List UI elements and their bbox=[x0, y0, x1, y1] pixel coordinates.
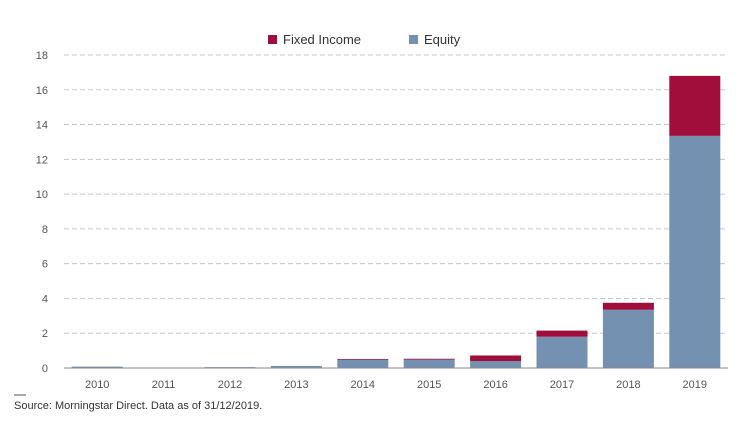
x-tick-label: 2014 bbox=[351, 379, 375, 391]
x-tick-label: 2018 bbox=[616, 379, 640, 391]
y-tick-label: 0 bbox=[42, 363, 48, 375]
legend-swatch-fixed-income bbox=[268, 35, 277, 44]
y-tick-label: 2 bbox=[42, 328, 48, 340]
y-tick-label: 16 bbox=[36, 85, 48, 97]
y-tick-label: 12 bbox=[36, 154, 48, 166]
bar-equity-2018 bbox=[602, 309, 654, 368]
bar-fixed-income-2015 bbox=[403, 358, 455, 360]
bar-equity-2017 bbox=[536, 336, 588, 368]
x-tick-label: 2016 bbox=[483, 379, 507, 391]
source-note: Source: Morningstar Direct. Data as of 3… bbox=[14, 400, 263, 412]
x-tick-label: 2011 bbox=[152, 379, 176, 391]
x-tick-label: 2012 bbox=[218, 379, 242, 391]
bars bbox=[71, 75, 721, 369]
y-tick-label: 14 bbox=[36, 120, 48, 132]
bar-fixed-income-2016 bbox=[470, 355, 522, 362]
y-tick-label: 10 bbox=[36, 189, 48, 201]
legend-label-fixed-income: Fixed Income bbox=[283, 32, 361, 47]
bar-equity-2014 bbox=[337, 359, 389, 368]
y-tick-label: 18 bbox=[36, 50, 48, 62]
x-tick-label: 2015 bbox=[417, 379, 441, 391]
y-axis: 0 2 4 6 8 10 12 14 16 18 bbox=[36, 50, 48, 375]
legend: Fixed Income Equity bbox=[268, 32, 461, 47]
bar-equity-2019 bbox=[669, 135, 721, 368]
bar-fixed-income-2018 bbox=[602, 302, 654, 310]
bar-fixed-income-2019 bbox=[669, 75, 721, 136]
x-axis: 2010 2011 2012 2013 2014 2015 2016 2017 2018 2019 bbox=[14, 367, 728, 396]
x-tick-label: 2010 bbox=[85, 379, 109, 391]
x-tick-label: 2013 bbox=[284, 379, 308, 391]
bar-equity-2016 bbox=[470, 361, 522, 368]
legend-swatch-equity bbox=[409, 35, 418, 44]
y-tick-label: 6 bbox=[42, 259, 48, 271]
legend-label-equity: Equity bbox=[424, 32, 461, 47]
y-tick-label: 8 bbox=[42, 224, 48, 236]
gridlines bbox=[64, 54, 728, 334]
bar-fixed-income-2017 bbox=[536, 330, 588, 337]
x-tick-label: 2019 bbox=[683, 379, 707, 391]
bar-equity-2010 bbox=[71, 366, 123, 368]
y-tick-label: 4 bbox=[42, 293, 48, 305]
x-tick-label: 2017 bbox=[550, 379, 574, 391]
bar-fixed-income-2014 bbox=[337, 358, 389, 360]
bar-equity-2015 bbox=[403, 359, 455, 368]
bar-equity-2013 bbox=[270, 365, 322, 368]
